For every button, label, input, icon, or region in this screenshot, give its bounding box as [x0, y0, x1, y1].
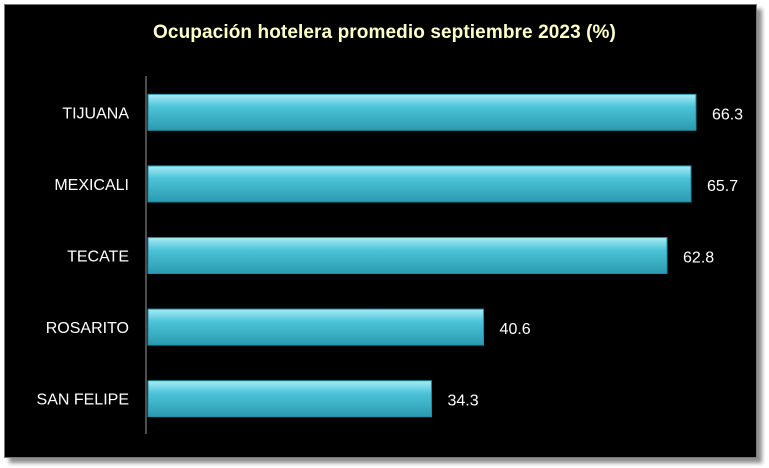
data-label: 40.6 — [500, 321, 531, 338]
category-label: TECATE — [67, 249, 129, 266]
bar-series — [147, 93, 697, 418]
category-label: ROSARITO — [46, 320, 129, 337]
data-label: 66.3 — [712, 106, 743, 123]
category-label: SAN FELIPE — [37, 392, 129, 409]
category-labels: TIJUANA MEXICALI TECATE ROSARITO SAN FELIPE — [37, 105, 130, 408]
bar-mexicali — [147, 165, 692, 203]
chart-title: Ocupación hotelera promedio septiembre 2… — [153, 22, 616, 43]
category-label: MEXICALI — [54, 177, 129, 194]
data-label: 65.7 — [707, 178, 738, 195]
bar-rosarito — [147, 308, 485, 346]
bar-tijuana — [147, 93, 697, 131]
bar-san-felipe — [147, 380, 432, 418]
data-label: 62.8 — [683, 250, 714, 267]
data-labels: 66.3 65.7 62.8 40.6 34.3 — [447, 106, 743, 409]
category-label: TIJUANA — [62, 105, 129, 122]
bar-tecate — [147, 237, 668, 274]
data-label: 34.3 — [447, 393, 478, 410]
